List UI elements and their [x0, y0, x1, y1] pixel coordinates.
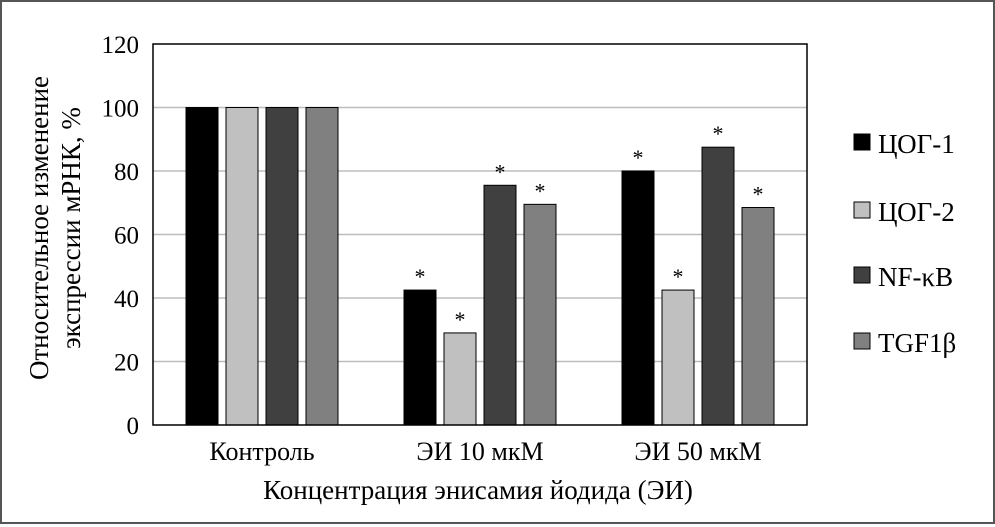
bar: [443, 332, 477, 426]
legend-swatch: [853, 201, 871, 219]
bar: [741, 207, 775, 426]
x-tick-label: ЭИ 50 мкМ: [634, 437, 761, 466]
y-axis-ticks: 0 20 40 60 80 100 120: [102, 32, 140, 440]
significance-marker: *: [673, 264, 684, 289]
bar: [305, 107, 339, 426]
bar: [701, 146, 735, 426]
legend-label: ЦОГ-2: [878, 197, 955, 227]
significance-marker: *: [455, 307, 466, 332]
legend-swatch: [853, 332, 871, 350]
y-tick-label: 120: [102, 32, 140, 59]
bar: [265, 107, 299, 426]
legend-label: NF-κB: [878, 262, 953, 292]
legend-label: TGF1β: [878, 328, 956, 358]
bar: [403, 289, 437, 426]
x-tick-label: Контроль: [209, 437, 314, 466]
x-tick-label: ЭИ 10 мкМ: [416, 437, 543, 466]
y-tick-label: 100: [102, 96, 140, 123]
bar: [483, 184, 517, 426]
bar: [621, 170, 655, 426]
y-axis-title-line-1: Относительное изменение: [24, 76, 54, 380]
y-tick-label: 20: [114, 350, 139, 377]
y-tick-label: 40: [114, 286, 139, 313]
legend-swatch: [853, 133, 871, 151]
significance-marker: *: [753, 182, 764, 207]
significance-marker: *: [633, 145, 644, 170]
significance-marker: *: [713, 121, 724, 146]
bar: [661, 289, 695, 426]
y-axis-title-line-2: экспрессии мРНК, %: [56, 107, 86, 349]
significance-marker: *: [535, 178, 546, 203]
gridlines: [153, 106, 807, 363]
legend: ЦОГ-1 ЦОГ-2 NF-κB TGF1β: [853, 129, 956, 358]
x-axis-title: Концентрация энисамия йодида (ЭИ): [263, 475, 693, 505]
y-tick-label: 60: [114, 223, 139, 250]
legend-swatch: [853, 266, 871, 284]
y-tick-label: 0: [127, 413, 140, 440]
significance-marker: *: [415, 264, 426, 289]
y-tick-label: 80: [114, 159, 139, 186]
bar: [225, 107, 259, 426]
bar: [523, 203, 557, 426]
x-axis-ticks: Контроль ЭИ 10 мкМ ЭИ 50 мкМ: [209, 437, 761, 466]
bars: * * * * * * * *: [185, 107, 775, 426]
bar: [185, 107, 219, 426]
plot-area-frame: [152, 43, 808, 426]
significance-marker: *: [495, 159, 506, 184]
legend-label: ЦОГ-1: [878, 129, 955, 159]
